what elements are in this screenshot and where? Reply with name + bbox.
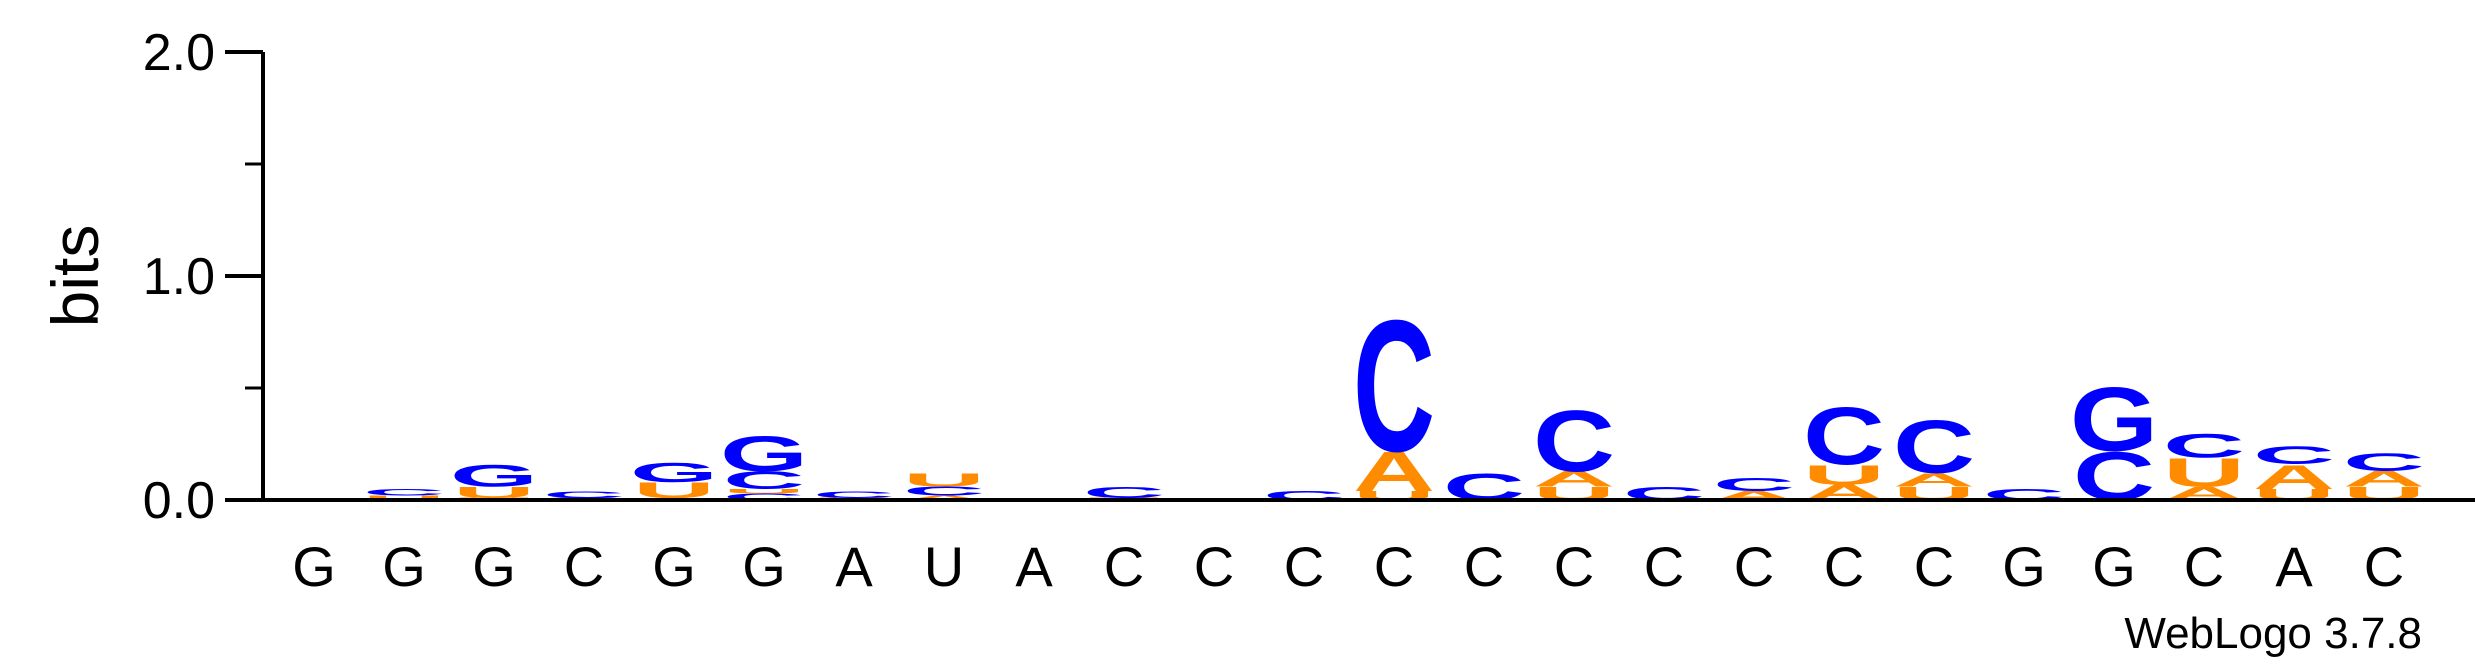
logo-letter-glyph: A [1353,440,1435,503]
logo-letter-glyph: A [1533,467,1615,491]
x-tick-label: C [1284,535,1324,598]
logo-letter-u: U [453,484,535,501]
logo-letter-g: G [720,426,808,482]
x-tick-label: G [742,535,786,598]
logo-letter-g: G [2070,369,2158,471]
x-tick-label: C [564,535,604,598]
logo-letter-glyph: C [903,484,985,498]
axes: 0.0 1.0 2.0 bits [38,24,2475,530]
logo-letter-glyph: G [450,458,538,493]
x-tick-label: C [1914,535,1954,598]
logo-letter-glyph: C [723,492,805,502]
x-tick-label: A [835,535,873,598]
x-tick-label: C [1734,535,1774,598]
x-tick-label: C [1194,535,1234,598]
logo-letter-glyph: C [1083,484,1165,501]
logo-letter-glyph: C [1713,474,1795,495]
logo-letter-c: C [1803,391,1885,482]
x-tick-label: C [1554,535,1594,598]
logo-letter-glyph: C [2343,449,2425,477]
logo-letter-g: G [450,458,538,493]
logo-letter-a: A [1533,467,1615,491]
logo-letter-g: G [630,457,718,489]
logo-letter-glyph: U [453,484,535,501]
logo-letter-u: U [1803,459,1885,491]
logo-letter-glyph: A [2253,458,2335,497]
logo-letter-a: A [2253,458,2335,497]
logo-letter-a: A [1353,440,1435,503]
logo-letter-c: C [1893,406,1975,489]
logo-letter-c: C [2253,442,2335,470]
logo-letter-a: A [2343,467,2425,491]
logo-letter-u: U [363,494,445,501]
x-tick-label: G [2002,535,2046,598]
logo-letter-c: C [903,484,985,498]
logo-letter-glyph: A [1893,470,1975,491]
x-tick-label: U [924,535,964,598]
logo-letter-glyph: U [2163,450,2245,495]
logo-letter-glyph: C [1803,391,1885,482]
logo-letter-glyph: A [2343,467,2425,491]
x-tick-label: C [1374,535,1414,598]
y-tick-label-2: 2.0 [143,24,215,82]
x-tick-label: A [2275,535,2313,598]
logo-letter-c: C [1353,281,1435,490]
logo-letter-glyph: U [723,488,805,495]
logo-letter-glyph: C [363,487,445,497]
logo-letter-glyph: C [543,489,625,499]
logo-letter-a: A [1893,470,1975,491]
x-tick-label: G [292,535,336,598]
x-tick-label: C [1104,535,1144,598]
logo-letter-glyph: G [630,457,718,489]
logo-letter-c: C [2343,449,2425,477]
logo-letter-glyph: G [2070,369,2158,471]
x-tick-label: C [1824,535,1864,598]
logo-letter-c: C [543,489,625,499]
logo-letter-glyph: C [2163,426,2245,465]
y-tick-label-0: 0.0 [143,472,215,530]
logo-letter-c: C [363,487,445,497]
x-tick-label: C [1644,535,1684,598]
x-tick-label: G [2092,535,2136,598]
logo-letter-glyph: A [903,494,985,501]
logo-stacks: UCUUGGCAUGCUCGUCACUUCCUACCUACCACAUCUACCC… [363,281,2425,514]
y-tick-label-1: 1.0 [143,248,215,306]
logo-letter-glyph: U [903,470,985,491]
weblogo-credit: WebLogo 3.7.8 [2124,609,2422,658]
x-tick-label: A [1015,535,1053,598]
logo-letter-c: C [1713,474,1795,495]
logo-letter-u: U [2163,450,2245,495]
logo-letter-c: C [1533,392,1615,490]
x-tick-label: G [472,535,516,598]
logo-letter-glyph: U [1803,459,1885,491]
logo-letter-glyph: C [2253,442,2335,470]
logo-letter-glyph: C [1893,406,1975,489]
logo-letter-c: C [1083,484,1165,501]
x-tick-label: G [652,535,696,598]
logo-letter-c: C [723,492,805,502]
logo-letter-glyph: G [720,426,808,482]
y-axis-label: bits [38,225,112,328]
x-tick-label: G [382,535,426,598]
x-tick-label: C [2364,535,2404,598]
logo-letter-c: C [2163,426,2245,465]
logo-letter-glyph: C [1533,392,1615,490]
logo-letter-c: C [813,489,895,499]
logo-letter-u: U [903,470,985,491]
logo-letter-glyph: U [363,494,445,501]
logo-letter-glyph: C [813,489,895,499]
logo-letter-glyph: C [1353,281,1435,490]
x-tick-label: C [2184,535,2224,598]
logo-letter-a: A [903,494,985,501]
logo-letter-c: C [723,467,805,495]
logo-letter-u: U [723,488,805,495]
x-tick-label: C [1464,535,1504,598]
logo-letter-glyph: C [723,467,805,495]
